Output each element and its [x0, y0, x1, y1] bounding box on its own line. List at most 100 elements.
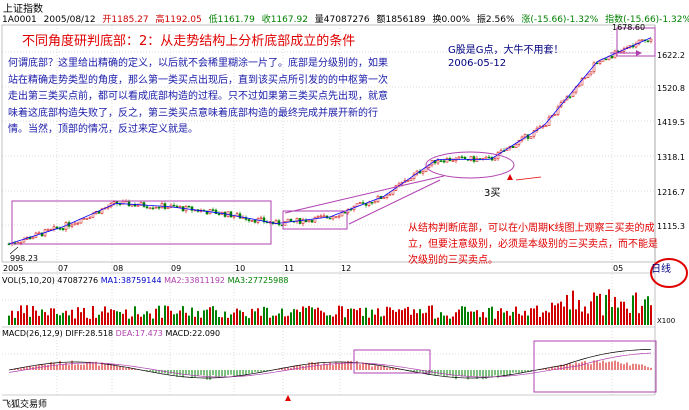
volume-bar — [62, 312, 64, 325]
period-label[interactable]: 日线 — [651, 264, 671, 275]
volume-bar — [347, 309, 349, 325]
candle-body — [475, 158, 479, 162]
volume-bar — [56, 313, 58, 325]
volume-bar — [287, 315, 289, 325]
volume-bar — [143, 314, 145, 325]
volume-bar — [35, 310, 37, 325]
candle-body — [295, 218, 299, 222]
chart-title: 上证指数 — [3, 4, 43, 15]
volume-bar — [362, 316, 364, 325]
volume-bar — [614, 296, 616, 325]
g-stock-note: G股是G点，大牛不用套！ 2006-05-12 — [448, 44, 564, 70]
volume-bar — [569, 309, 571, 325]
volume-bar — [206, 309, 208, 325]
x-label: 05 — [613, 264, 623, 273]
volume-bar — [425, 312, 427, 325]
candle-body — [217, 213, 221, 215]
volume-bar — [155, 308, 157, 325]
candle-body — [391, 190, 395, 195]
volume-bar — [554, 305, 556, 325]
candle-body — [451, 160, 455, 163]
volume-bar — [221, 317, 223, 325]
volume-bar — [542, 312, 544, 325]
volume-bar — [617, 307, 619, 325]
volume-bar — [497, 310, 499, 325]
volume-bar — [284, 316, 286, 325]
macd-box-2 — [533, 340, 657, 393]
candle-body — [388, 193, 392, 196]
volume-bar — [608, 289, 610, 325]
volume-bar — [611, 307, 613, 325]
arrow-line — [284, 175, 445, 214]
volume-bar — [647, 296, 649, 325]
volume-bar — [227, 317, 229, 325]
volume-bar — [209, 307, 211, 325]
volume-bar — [521, 315, 523, 325]
candle-body — [580, 78, 584, 86]
candle-body — [58, 228, 62, 230]
quote-info-bar: 1A0001 2005/08/12 开1185.27 高1192.05 低116… — [2, 12, 689, 25]
volume-bar — [68, 315, 70, 325]
volume-bar — [167, 306, 169, 325]
pivot-box — [282, 210, 348, 230]
amount: 额1856189 — [376, 15, 426, 25]
volume-bar — [416, 313, 418, 325]
volume-bar — [266, 307, 268, 325]
volume-bar — [113, 310, 115, 325]
volume-bar — [164, 305, 166, 325]
volume-bar — [305, 307, 307, 325]
volume-bar — [236, 308, 238, 325]
volume-bar — [17, 311, 19, 325]
volume-bar — [623, 301, 625, 325]
stock-code: 1A0001 — [2, 15, 37, 25]
volume-bar — [449, 318, 451, 325]
candle-body — [604, 58, 608, 61]
change: 涨(-15.66)-1.32% — [521, 15, 599, 25]
volume-bar — [335, 314, 337, 325]
price-label: 1318.1 — [657, 153, 685, 162]
volume-bar — [257, 308, 259, 325]
candle-body — [463, 156, 467, 160]
volume-bar — [107, 312, 109, 325]
x-label: 07 — [58, 264, 68, 273]
candle-body — [139, 202, 143, 206]
software-name: 飞狐交易师 — [2, 400, 48, 410]
volume-bar — [503, 312, 505, 325]
volume-bar — [533, 308, 535, 325]
volume-bar — [95, 317, 97, 325]
candle-body — [511, 145, 515, 149]
volume-bar — [494, 318, 496, 325]
candle-body — [175, 205, 179, 208]
volume-bar — [341, 306, 343, 325]
top-box — [616, 27, 656, 57]
volume-bar — [11, 310, 13, 325]
buy-arrow-bottom — [285, 395, 291, 401]
volume-bar — [281, 308, 283, 325]
volume-bar — [419, 309, 421, 325]
candle-body — [328, 217, 332, 220]
volume-bar — [599, 293, 601, 325]
candle-body — [319, 215, 323, 218]
volume-bar — [512, 311, 514, 325]
volume-bar — [275, 315, 277, 325]
macd-box-1 — [353, 349, 431, 374]
candle-body — [457, 156, 461, 159]
candle-body — [145, 206, 149, 209]
volume-bar — [491, 306, 493, 325]
volume-bar — [359, 307, 361, 325]
volume-bar — [116, 311, 118, 325]
volume-bar — [182, 306, 184, 325]
candle-body — [214, 209, 218, 214]
volume-bar — [470, 311, 472, 325]
g-note-line: G股是G点，大牛不用套！ — [448, 45, 564, 56]
volume-bar — [65, 310, 67, 325]
candle-body — [568, 96, 572, 98]
consolidation-box — [11, 200, 272, 245]
candle-body — [589, 71, 593, 75]
candle-body — [40, 232, 44, 237]
volume-bar — [395, 311, 397, 325]
volume-bar — [509, 315, 511, 325]
volume-bar — [86, 317, 88, 325]
volume-bar — [200, 317, 202, 325]
